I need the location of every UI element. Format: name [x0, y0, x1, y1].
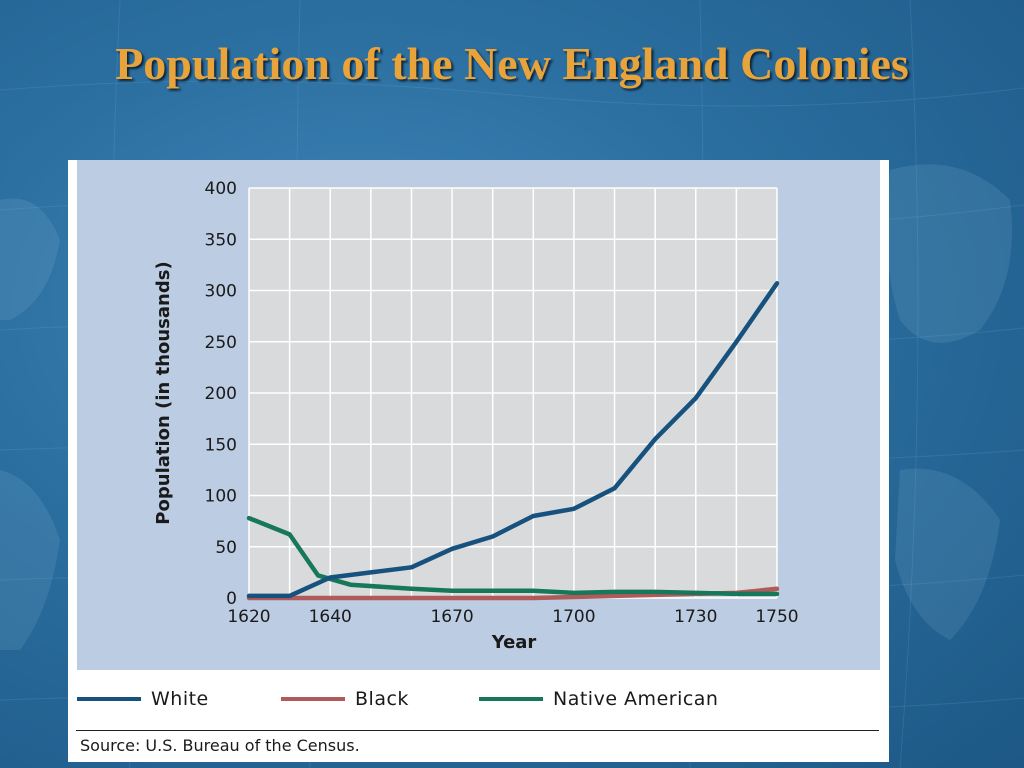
y-tick-label: 300 — [205, 282, 237, 302]
source-note: Source: U.S. Bureau of the Census. — [80, 736, 360, 755]
tick-labels: 0 50 100 150 200 250 300 350 400 1620 1640 1670 1700… — [205, 179, 799, 627]
legend-swatch-black — [281, 697, 345, 701]
x-tick-label: 1700 — [552, 607, 595, 627]
legend-swatch-native-american — [479, 697, 543, 701]
slide-title: Population of the New England Colonies — [115, 38, 909, 89]
figure-card: 0 50 100 150 200 250 300 350 400 1620 1640 1670 1700… — [68, 160, 889, 762]
legend-swatch-white — [77, 697, 141, 701]
y-tick-label: 0 — [226, 589, 237, 609]
grid-lines — [248, 187, 778, 599]
legend: White Black Native American — [68, 686, 889, 712]
y-tick-label: 250 — [205, 333, 237, 353]
x-tick-label: 1620 — [227, 607, 270, 627]
x-tick-label: 1730 — [674, 607, 717, 627]
y-tick-label: 350 — [205, 230, 237, 250]
source-divider — [76, 730, 879, 731]
y-axis-label: Population (in thousands) — [153, 261, 174, 524]
legend-item-native-american: Native American — [479, 686, 718, 712]
x-axis-label: Year — [491, 632, 537, 653]
y-tick-label: 50 — [215, 538, 237, 558]
y-tick-label: 100 — [205, 487, 237, 507]
y-tick-label: 400 — [205, 179, 237, 199]
series-line-white — [246, 281, 780, 599]
legend-label-native-american: Native American — [553, 688, 719, 710]
x-tick-label: 1750 — [755, 607, 798, 627]
legend-item-black: Black — [281, 686, 409, 712]
legend-label-black: Black — [355, 688, 409, 710]
x-tick-label: 1640 — [309, 607, 352, 627]
legend-label-white: White — [151, 688, 209, 710]
series-lines — [246, 281, 780, 601]
series-line-native-american — [246, 515, 780, 597]
y-tick-label: 150 — [205, 435, 237, 455]
y-tick-label: 200 — [205, 384, 237, 404]
x-tick-label: 1670 — [430, 607, 473, 627]
population-line-chart: 0 50 100 150 200 250 300 350 400 1620 1640 1670 1700… — [153, 179, 799, 653]
legend-item-white: White — [77, 686, 209, 712]
